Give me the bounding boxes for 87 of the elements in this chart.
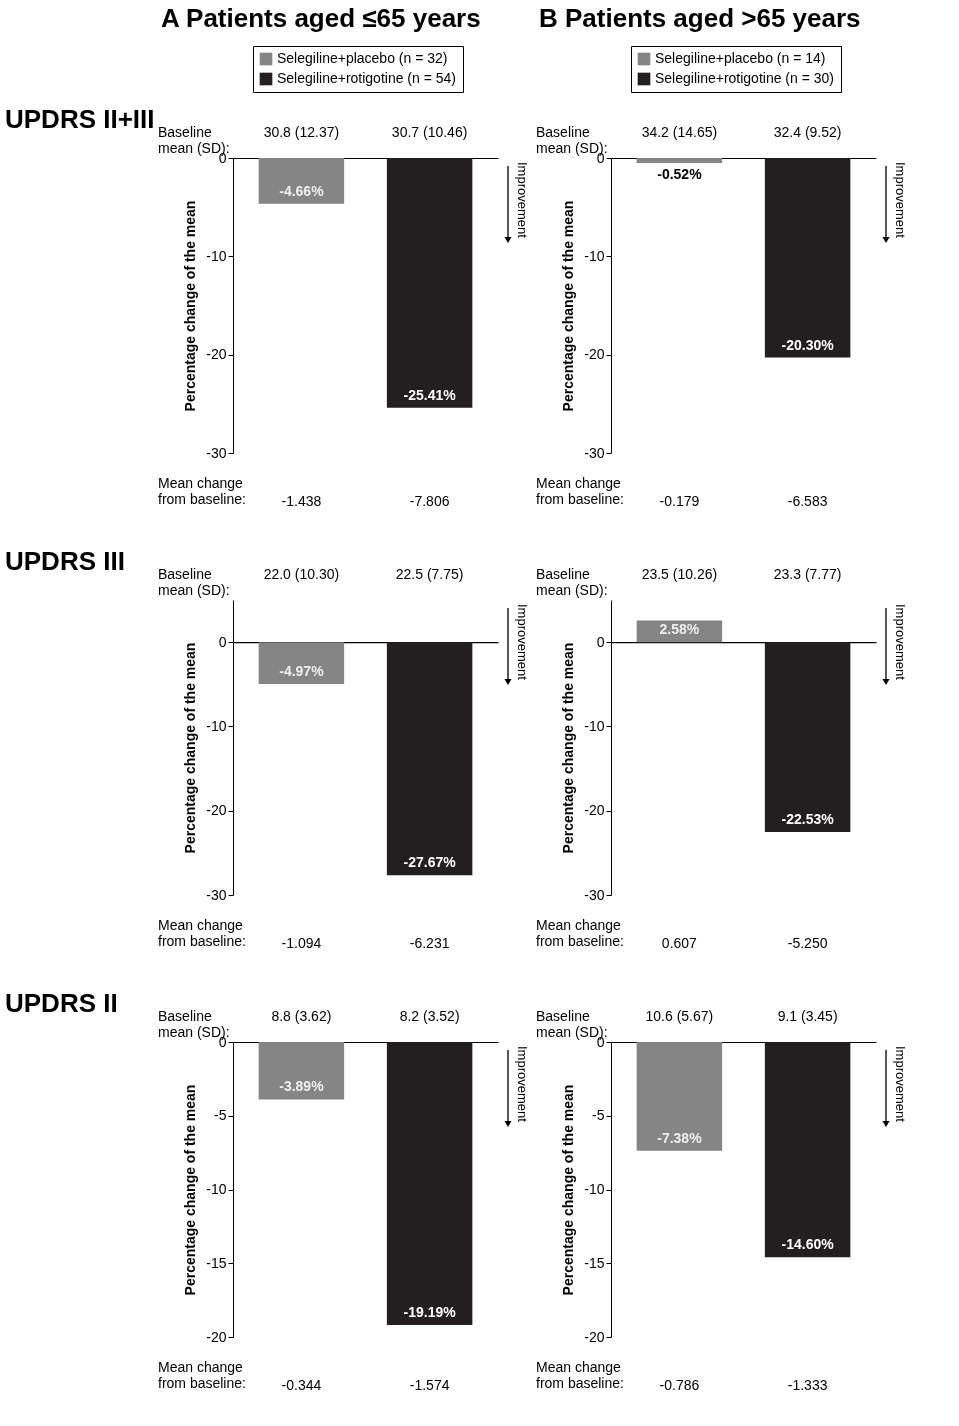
text: Improvement <box>515 162 530 239</box>
text: Mean change from baseline: <box>158 475 246 507</box>
text: 0.607 <box>661 935 698 951</box>
text: -1.333 <box>787 1377 828 1393</box>
y-axis-title: Percentage change of the mean <box>182 1084 199 1296</box>
text: 10.6 (5.67) <box>645 1008 714 1024</box>
data-label: -3.89% <box>279 1078 325 1095</box>
text: -1.438 <box>281 493 322 509</box>
y-tick-label: -20 <box>206 1328 227 1345</box>
text: 30.7 (10.46) <box>391 124 468 140</box>
y-tick-label: -20 <box>584 802 605 819</box>
y-tick-label: -30 <box>206 886 227 903</box>
text: -6.231 <box>409 935 450 951</box>
text: Mean change from baseline: <box>158 1359 246 1391</box>
chart-subtitle: UPDRS II <box>5 988 118 1018</box>
y-tick-label: -20 <box>584 1328 605 1345</box>
legend-label: Selegiline+rotigotine (n = 54) <box>277 70 457 86</box>
y-tick-label: -30 <box>206 444 227 461</box>
legend-label: Selegiline+placebo (n = 14) <box>655 50 826 66</box>
text: 8.2 (3.52) <box>399 1008 460 1024</box>
data-label: -27.67% <box>403 854 457 871</box>
text: -0.786 <box>659 1377 700 1393</box>
y-tick-label: -30 <box>584 444 605 461</box>
text: Baseline mean (SD): <box>158 566 230 598</box>
text: Improvement <box>893 604 908 681</box>
text: Baseline mean (SD): <box>536 566 608 598</box>
legend-label: Selegiline+rotigotine (n = 30) <box>655 70 835 86</box>
text: Improvement <box>893 162 908 239</box>
text: 23.3 (7.77) <box>773 566 842 582</box>
text: -6.583 <box>787 493 828 509</box>
y-tick-label: -5 <box>592 1107 605 1124</box>
text: 22.0 (10.30) <box>263 566 340 582</box>
chart-title: B Patients aged >65 years <box>539 2 861 33</box>
legend-label: Selegiline+placebo (n = 32) <box>277 50 448 66</box>
text: Mean change from baseline: <box>158 917 246 949</box>
y-axis-title: Percentage change of the mean <box>182 642 199 854</box>
y-tick-label: -10 <box>206 717 227 734</box>
text: 9.1 (3.45) <box>777 1008 838 1024</box>
y-axis-title: Percentage change of the mean <box>560 1084 577 1296</box>
y-tick-label: -5 <box>214 1107 227 1124</box>
data-label: -7.38% <box>657 1129 703 1146</box>
y-tick-label: -10 <box>584 717 605 734</box>
text: Improvement <box>893 1046 908 1123</box>
text: -1.574 <box>409 1377 450 1393</box>
y-tick-label: -15 <box>206 1254 227 1271</box>
text: 30.8 (12.37) <box>263 124 340 140</box>
chart-title: A Patients aged ≤65 years <box>161 2 481 33</box>
data-label: -25.41% <box>403 386 457 403</box>
y-tick-label: -10 <box>206 1181 227 1197</box>
text: -5.250 <box>787 935 828 951</box>
data-label: -4.66% <box>279 182 325 199</box>
text: Mean change from baseline: <box>536 917 624 949</box>
y-tick-label: -30 <box>584 886 605 903</box>
y-tick-label: 0 <box>218 633 227 650</box>
data-label: -22.53% <box>781 811 835 828</box>
data-label: -4.97% <box>279 663 325 680</box>
text: 23.5 (10.26) <box>641 566 718 582</box>
y-tick-label: -20 <box>584 346 605 363</box>
chart-subtitle: UPDRS II+III <box>5 104 155 134</box>
y-tick-label: 0 <box>596 633 605 650</box>
y-tick-label: -10 <box>206 247 227 264</box>
y-axis-title: Percentage change of the mean <box>182 200 199 412</box>
y-tick-label: -20 <box>206 346 227 363</box>
text: 22.5 (7.75) <box>395 566 464 582</box>
y-tick-label: -10 <box>584 247 605 264</box>
text: -0.179 <box>659 493 700 509</box>
y-axis-title: Percentage change of the mean <box>560 642 577 854</box>
y-tick-label: -20 <box>206 802 227 819</box>
text: Mean change from baseline: <box>536 475 624 507</box>
text: -7.806 <box>409 493 450 509</box>
y-tick-label: -15 <box>584 1254 605 1271</box>
data-label: -20.30% <box>781 336 835 353</box>
text: -0.344 <box>281 1377 322 1393</box>
data-label: 2.58% <box>659 621 700 638</box>
data-label: -19.19% <box>403 1304 457 1321</box>
data-label: -14.60% <box>781 1236 835 1253</box>
chart-subtitle: UPDRS III <box>5 546 125 576</box>
text: -1.094 <box>281 935 322 951</box>
text: Mean change from baseline: <box>536 1359 624 1391</box>
text: Improvement <box>515 604 530 681</box>
y-axis-title: Percentage change of the mean <box>560 200 577 412</box>
text: 34.2 (14.65) <box>641 124 718 140</box>
text: 32.4 (9.52) <box>773 124 842 140</box>
text: 8.8 (3.62) <box>271 1008 332 1024</box>
text: Improvement <box>515 1046 530 1123</box>
y-tick-label: -10 <box>584 1181 605 1197</box>
data-label: -0.52% <box>657 166 703 183</box>
